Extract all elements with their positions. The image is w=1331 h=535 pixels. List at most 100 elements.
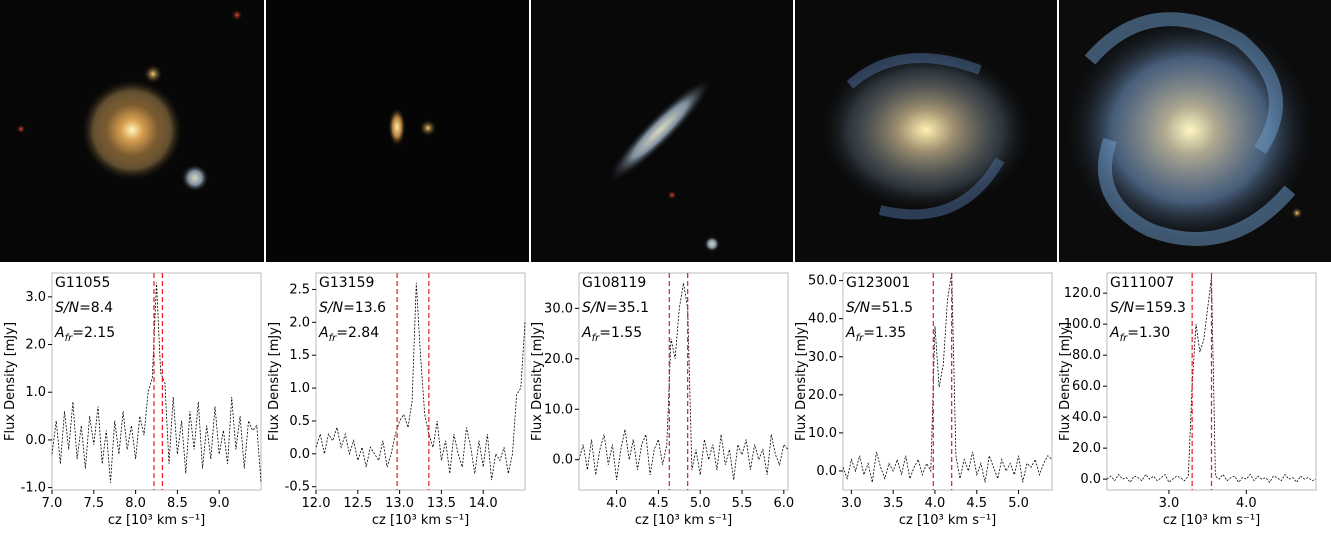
galaxy-id: G11055: [55, 275, 110, 291]
x-tick-label: 7.5: [83, 496, 104, 511]
snr-value: =51.5: [870, 300, 913, 316]
x-tick-label: 4.0: [606, 496, 627, 511]
afr-value: =2.15: [72, 325, 115, 341]
star: [231, 9, 243, 21]
y-tick-label: 0.5: [289, 414, 310, 429]
snr-value: =159.3: [1134, 300, 1186, 316]
galaxy-id: G108119: [582, 275, 646, 291]
afr-value: =1.55: [599, 325, 642, 341]
spectra: -1.0 0.0 1.0 2.0 3.0 7.0 7.5 8.0 8.5 9.0 G11055 S/N…: [3, 273, 1316, 528]
galaxy: [388, 107, 406, 147]
afr-symbol: A: [1109, 325, 1120, 341]
y-axis-label: Flux Density [mJy]: [267, 322, 282, 441]
x-tick-label: 7.0: [42, 496, 63, 511]
galaxy-images: [0, 0, 1331, 262]
afr-value: =2.84: [336, 325, 379, 341]
afr-value: =1.30: [1127, 325, 1170, 341]
x-tick-label: 12.5: [343, 496, 372, 511]
y-axis-label: Flux Density [mJy]: [794, 322, 809, 441]
x-tick-label: 8.0: [125, 496, 146, 511]
y-axis-label: Flux Density [mJy]: [1058, 322, 1073, 441]
x-axis-label: cz [10³ km s⁻¹]: [899, 513, 996, 528]
galaxy-id: G123001: [846, 275, 910, 291]
x-tick-label: 12.0: [302, 496, 331, 511]
y-tick-label: 30.0: [544, 301, 573, 316]
star: [143, 64, 163, 84]
x-tick-label: 4.5: [648, 496, 669, 511]
snr-annotation: S/N=8.4: [55, 300, 113, 316]
x-tick-label: 4.0: [1236, 496, 1257, 511]
x-tick-label: 3.5: [883, 496, 904, 511]
star: [667, 190, 677, 200]
afr-symbol: A: [318, 325, 329, 341]
y-tick-label: 30.0: [808, 350, 837, 365]
y-tick-label: 0.0: [816, 464, 837, 479]
y-tick-label: 60.0: [1072, 379, 1101, 394]
star: [181, 164, 209, 192]
snr-symbol: S/N: [582, 300, 607, 316]
x-tick-label: 5.0: [690, 496, 711, 511]
snr-symbol: S/N: [55, 300, 80, 316]
y-tick-label: 3.0: [25, 290, 46, 305]
galaxy: [80, 78, 184, 182]
y-tick-label: 0.0: [289, 447, 310, 462]
galaxy-id: G13159: [319, 275, 374, 291]
galaxy: [816, 45, 1036, 215]
star: [1291, 207, 1303, 219]
y-tick-label: 10.0: [544, 402, 573, 417]
y-tick-label: -1.0: [21, 481, 46, 496]
x-axis-label: cz [10³ km s⁻¹]: [1163, 513, 1260, 528]
y-tick-label: 1.0: [25, 385, 46, 400]
snr-value: =8.4: [79, 300, 113, 316]
x-tick-label: 13.0: [385, 496, 414, 511]
y-tick-label: 2.0: [289, 315, 310, 330]
snr-value: =13.6: [343, 300, 386, 316]
snr-annotation: S/N=13.6: [319, 300, 386, 316]
galaxy-id: G111007: [1110, 275, 1174, 291]
snr-symbol: S/N: [846, 300, 871, 316]
y-axis-label: Flux Density [mJy]: [530, 322, 545, 441]
y-tick-label: -0.5: [285, 480, 310, 495]
x-tick-label: 3.0: [841, 496, 862, 511]
x-axis-label: cz [10³ km s⁻¹]: [372, 513, 469, 528]
y-tick-label: 10.0: [808, 426, 837, 441]
snr-annotation: S/N=51.5: [846, 300, 913, 316]
y-tick-label: 50.0: [808, 274, 837, 289]
y-axis-label: Flux Density [mJy]: [3, 322, 18, 441]
snr-annotation: S/N=35.1: [582, 300, 649, 316]
y-tick-label: 20.0: [1072, 441, 1101, 456]
y-tick-label: 20.0: [808, 388, 837, 403]
x-tick-label: 6.0: [773, 496, 794, 511]
snr-symbol: S/N: [1110, 300, 1135, 316]
snr-symbol: S/N: [319, 300, 344, 316]
y-tick-label: 2.5: [289, 282, 310, 297]
y-tick-label: 0.0: [552, 453, 573, 468]
y-tick-label: 1.5: [289, 348, 310, 363]
y-tick-label: 0.0: [1080, 472, 1101, 487]
x-tick-label: 5.5: [732, 496, 753, 511]
y-tick-label: 120.0: [1064, 286, 1101, 301]
star: [419, 119, 437, 137]
x-tick-label: 4.0: [925, 496, 946, 511]
y-tick-label: 2.0: [25, 338, 46, 353]
afr-value: =1.35: [863, 325, 906, 341]
afr-symbol: A: [581, 325, 592, 341]
x-tick-label: 5.0: [1008, 496, 1029, 511]
x-tick-label: 14.0: [469, 496, 498, 511]
y-tick-label: 20.0: [544, 352, 573, 367]
y-tick-label: 80.0: [1072, 348, 1101, 363]
figure: -1.0 0.0 1.0 2.0 3.0 7.0 7.5 8.0 8.5 9.0 G11055 S/N…: [0, 0, 1331, 531]
x-tick-label: 13.5: [427, 496, 456, 511]
snr-annotation: S/N=159.3: [1110, 300, 1186, 316]
x-tick-label: 9.0: [209, 496, 230, 511]
x-tick-label: 4.5: [966, 496, 987, 511]
afr-symbol: A: [845, 325, 856, 341]
y-tick-label: 40.0: [1072, 410, 1101, 425]
x-tick-label: 8.5: [167, 496, 188, 511]
star: [16, 124, 26, 134]
spectrum-panel: 0.0 10.0 20.0 30.0 4.0 4.5 5.0 5.5 6.0 G108119 S/N…: [530, 273, 794, 528]
